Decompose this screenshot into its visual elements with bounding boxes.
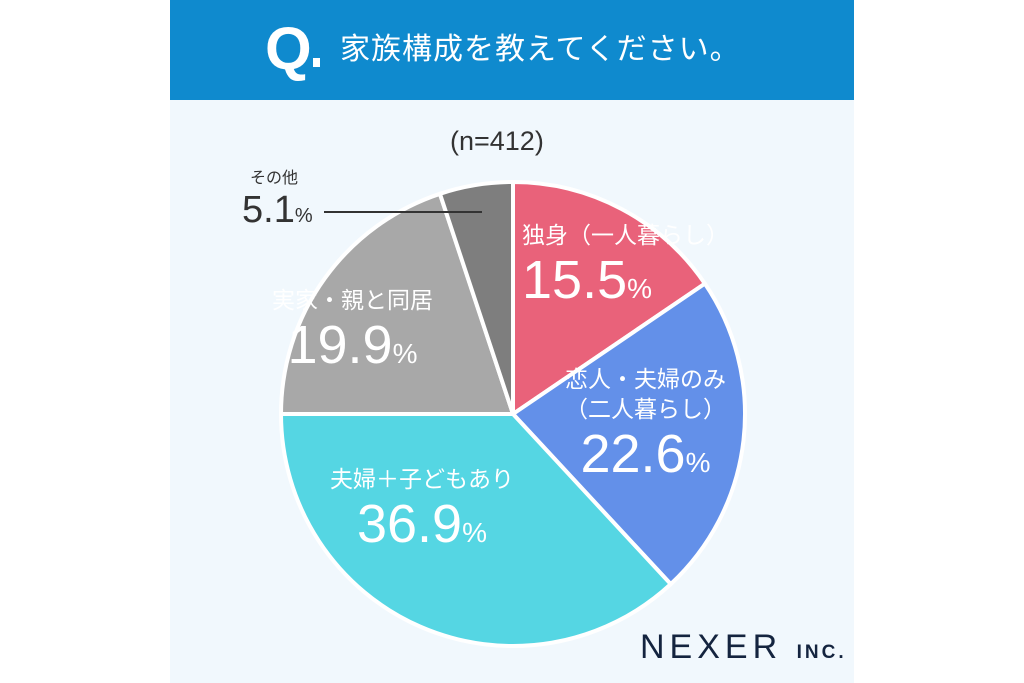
slice-label-parents-home: 実家・親と同居 19.9%	[272, 287, 433, 375]
pie-slice	[279, 191, 515, 416]
sample-size: (n=412)	[450, 126, 544, 156]
chart-panel: Q 家族構成を教えてください。 (n=412) 独身（一人暮らし） 15.5% …	[170, 0, 854, 683]
slice-label-family-with-children: 夫婦＋子どもあり 36.9%	[330, 466, 514, 554]
question-header: Q 家族構成を教えてください。	[170, 0, 854, 100]
pie-chart	[279, 180, 747, 648]
pie-slice	[511, 281, 747, 587]
pie-slice	[511, 180, 707, 416]
slice-label-couple: 恋人・夫婦のみ （二人暮らし） 22.6%	[565, 366, 726, 484]
q-mark: Q	[265, 15, 312, 82]
pie-slice	[437, 180, 515, 416]
nexer-logo: NEXER INC.	[640, 628, 847, 666]
question-title: 家族構成を教えてください。	[340, 32, 741, 67]
pie-slice	[279, 412, 673, 648]
q-dot	[313, 58, 320, 67]
slice-label-single: 独身（一人暮らし） 15.5%	[522, 222, 729, 310]
leader-line	[324, 211, 482, 213]
slice-label-other: その他 5.1%	[242, 168, 313, 231]
